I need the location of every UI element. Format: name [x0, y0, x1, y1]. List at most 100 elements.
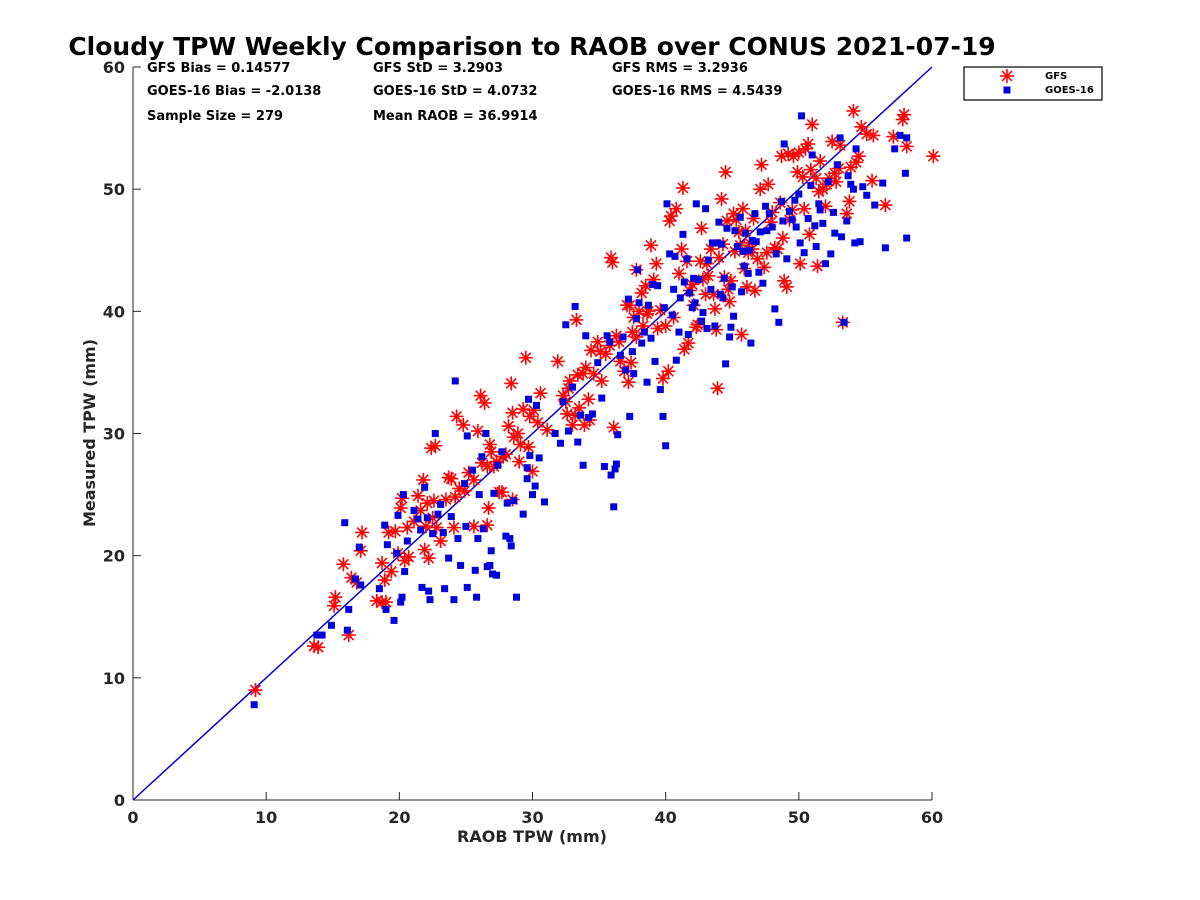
goes-16-point — [896, 131, 904, 139]
goes-16-point — [871, 201, 879, 209]
gfs-point — [530, 415, 545, 430]
gfs-point — [759, 245, 774, 260]
goes-16-point — [708, 239, 716, 247]
goes-16-point — [739, 247, 747, 255]
goes-16-point — [731, 227, 739, 235]
gfs-point — [480, 518, 495, 533]
goes-16-point — [632, 315, 640, 323]
gfs-point — [803, 162, 818, 177]
gfs-point — [671, 266, 686, 281]
goes-16-point — [670, 285, 678, 293]
goes-16-point — [786, 207, 794, 215]
goes-16-point — [506, 535, 514, 543]
gfs-point — [501, 419, 516, 434]
goes-16-point — [634, 266, 642, 274]
gfs-point — [674, 242, 689, 257]
goes-16-point — [672, 356, 680, 364]
goes-16-point — [574, 438, 582, 446]
goes-16-point — [439, 528, 447, 536]
goes-16-point — [651, 357, 659, 365]
gfs-point — [775, 231, 790, 246]
goes-16-point — [847, 180, 855, 188]
gfs-point — [433, 534, 448, 549]
goes-16-point — [355, 543, 363, 551]
goes-16-point — [414, 515, 422, 523]
chart-title: Cloudy TPW Weekly Comparison to RAOB ove… — [68, 32, 995, 61]
y-tick-label: 30 — [103, 425, 125, 444]
gfs-point — [846, 103, 861, 118]
gfs-point — [897, 107, 912, 122]
goes-16-point — [426, 596, 434, 604]
goes-16-point — [766, 210, 774, 218]
goes-16-point — [792, 223, 800, 231]
goes-16-point — [852, 145, 860, 153]
goes-16-point — [606, 338, 614, 346]
goes-16-point — [843, 217, 851, 225]
goes-16-point — [821, 260, 829, 268]
goes-16-point — [759, 279, 767, 287]
goes-16-point — [742, 229, 750, 237]
goes-16-point — [445, 554, 453, 562]
goes-16-point — [503, 499, 511, 507]
goes-16-point — [726, 333, 734, 341]
goes-16-point — [762, 202, 770, 210]
goes-16-point — [698, 317, 706, 325]
goes-16-point — [418, 583, 426, 591]
gfs-point — [481, 501, 496, 516]
goes-16-point — [734, 243, 742, 251]
goes-16-point — [644, 301, 652, 309]
goes-16-point — [783, 255, 791, 263]
goes-16-point — [607, 471, 615, 479]
goes-16-point — [844, 172, 852, 180]
gfs-point — [777, 273, 792, 288]
gfs-point — [899, 139, 914, 154]
goes-16-point — [482, 430, 490, 437]
gfs-point — [809, 171, 824, 186]
goes-16-point — [375, 585, 383, 593]
goes-16-point — [740, 262, 748, 270]
goes-16-point — [824, 178, 832, 186]
y-tick-label: 20 — [103, 547, 125, 566]
goes-16-point — [679, 230, 687, 238]
goes-16-point — [836, 134, 844, 142]
goes-16-point — [425, 587, 433, 595]
gfs-point — [675, 180, 690, 195]
gfs-point — [418, 519, 433, 534]
goes-16-point — [827, 250, 835, 258]
goes-16-point — [675, 328, 683, 336]
goes-16-point — [626, 412, 634, 420]
goes-16-point — [525, 395, 533, 403]
goes-16-point — [718, 240, 726, 248]
gfs-point — [802, 227, 817, 242]
gfs-point — [456, 417, 471, 432]
gfs-point — [457, 483, 472, 498]
gfs-point — [311, 640, 326, 655]
gfs-point — [375, 555, 390, 570]
goes-16-point — [421, 483, 429, 491]
gfs-point — [722, 294, 737, 309]
gfs-point — [711, 250, 726, 265]
goes-16-point — [398, 593, 406, 601]
goes-16-point — [691, 299, 699, 307]
goes-16-point — [715, 218, 723, 226]
legend-gfs-asterisk — [1000, 69, 1014, 83]
gfs-point — [701, 268, 716, 283]
legend-goes-16-marker — [1003, 86, 1011, 94]
goes-16-point — [401, 568, 409, 576]
y-tick-label: 50 — [103, 180, 125, 199]
goes-16-point — [891, 145, 899, 153]
gfs-point — [734, 327, 749, 342]
goes-16-point — [903, 134, 911, 142]
gfs-point — [656, 371, 671, 386]
goes-16-point — [576, 411, 584, 419]
goes-16-point — [383, 541, 391, 549]
x-tick-label: 40 — [655, 808, 677, 827]
y-axis-label: Measured TPW (mm) — [80, 339, 99, 527]
goes-16-point — [849, 185, 857, 193]
gfs-point — [533, 386, 548, 401]
gfs-point — [477, 395, 492, 410]
gfs-point — [813, 154, 828, 169]
goes-16-point — [690, 274, 698, 282]
goes-16-point — [668, 311, 676, 319]
